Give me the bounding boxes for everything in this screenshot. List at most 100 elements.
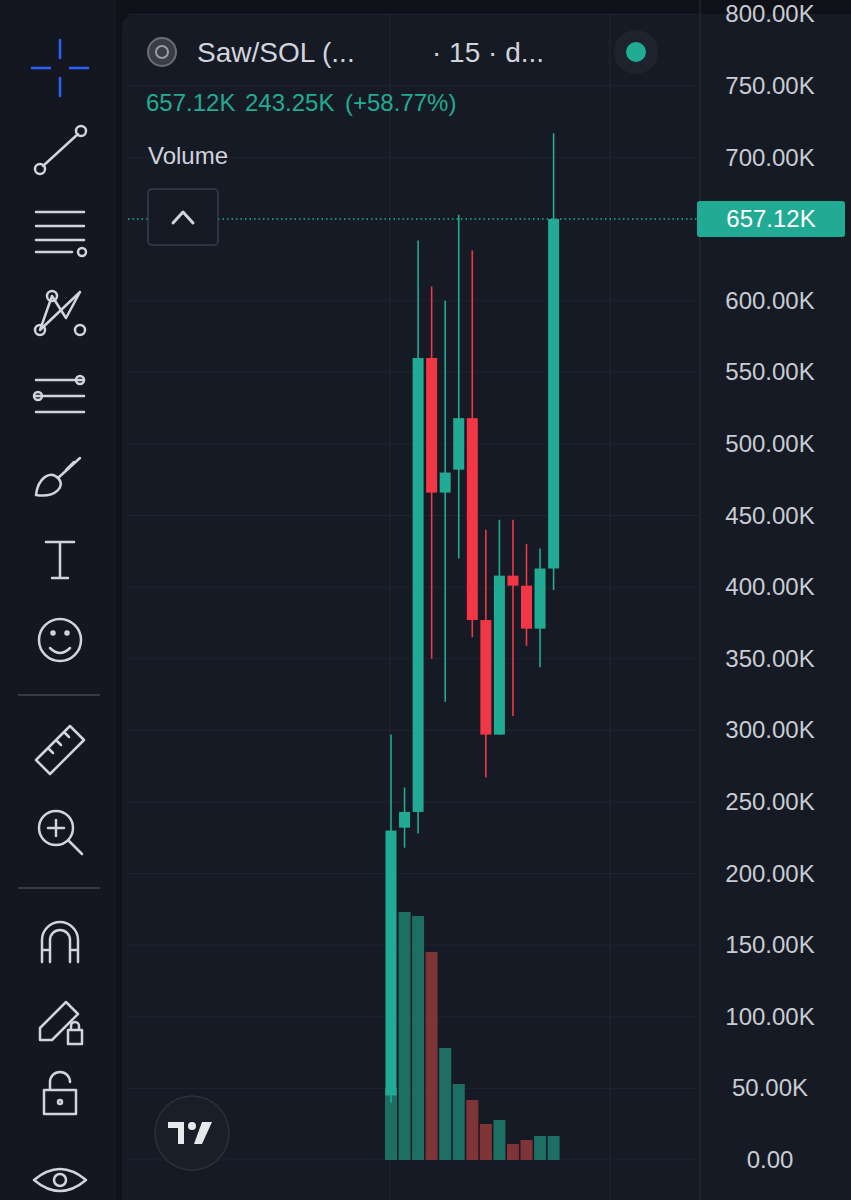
logo-mark bbox=[188, 1122, 196, 1130]
volume-bar bbox=[399, 912, 411, 1160]
collapse-caret bbox=[173, 212, 193, 223]
time-grid-line bbox=[610, 14, 611, 1200]
toolbar-icons bbox=[32, 40, 88, 1191]
candle-wick bbox=[444, 301, 446, 702]
volume-bar bbox=[426, 952, 438, 1160]
prediction-tool[interactable] bbox=[76, 376, 84, 384]
tick-label: 0.00 bbox=[747, 1146, 794, 1173]
brush-tool[interactable] bbox=[36, 458, 80, 495]
last-value: 657.12K bbox=[146, 89, 235, 116]
header: Saw/SOL (... · 15 · d... 657.12K 243.25K (+5… bbox=[146, 30, 658, 245]
fib-tool[interactable] bbox=[78, 248, 86, 256]
emoji-tool[interactable] bbox=[50, 648, 70, 653]
volume-bar bbox=[412, 916, 424, 1160]
change-pct: (+58.77%) bbox=[345, 89, 456, 116]
magnet-tool[interactable] bbox=[42, 922, 78, 962]
volume-bar bbox=[534, 1136, 546, 1160]
lock-tool[interactable] bbox=[44, 1072, 76, 1114]
candle-body bbox=[467, 418, 478, 620]
volume-bar bbox=[453, 1084, 465, 1160]
volume-bar bbox=[521, 1140, 533, 1160]
trend-line-tool[interactable] bbox=[43, 134, 78, 166]
grid-line bbox=[128, 14, 700, 15]
y-axis-line bbox=[700, 0, 701, 1200]
pattern-tool[interactable] bbox=[40, 292, 80, 330]
pattern-tool[interactable] bbox=[35, 325, 45, 335]
candle-body bbox=[494, 576, 505, 735]
candle-body bbox=[535, 568, 546, 628]
candle-wick bbox=[458, 215, 460, 559]
ruler-tool[interactable] bbox=[36, 726, 84, 774]
candle-body bbox=[548, 219, 559, 569]
candle-body bbox=[453, 418, 464, 470]
zoom-tool[interactable] bbox=[48, 820, 82, 854]
tick-label: 200.00K bbox=[725, 860, 814, 887]
candle-body bbox=[480, 620, 491, 735]
volume-bar bbox=[480, 1124, 492, 1160]
fib-tool[interactable] bbox=[36, 212, 84, 252]
status-dot bbox=[626, 42, 646, 62]
logo-mark bbox=[194, 1122, 212, 1144]
volume-bar bbox=[466, 1100, 478, 1160]
trend-line-tool[interactable] bbox=[35, 164, 45, 174]
candle-body bbox=[413, 358, 424, 812]
tick-label: 250.00K bbox=[725, 788, 814, 815]
tick-label: 400.00K bbox=[725, 573, 814, 600]
subtitle: · 15 · d... bbox=[432, 37, 544, 68]
tick-label: 50.00K bbox=[732, 1074, 808, 1101]
volume-bar bbox=[507, 1144, 519, 1160]
tick-label: 450.00K bbox=[725, 502, 814, 529]
symbol-icon bbox=[148, 38, 176, 66]
toolbar-divider bbox=[18, 887, 100, 889]
last-price-badge bbox=[697, 201, 845, 237]
logo-mark bbox=[168, 1122, 184, 1144]
prediction-tool[interactable] bbox=[34, 392, 42, 400]
emoji-tool[interactable] bbox=[66, 632, 69, 635]
pattern-tool[interactable] bbox=[47, 291, 57, 301]
emoji-tool[interactable] bbox=[39, 619, 81, 661]
change-value: 243.25K bbox=[245, 89, 334, 116]
volume-bar bbox=[548, 1136, 560, 1160]
candle-body bbox=[426, 358, 437, 493]
tick-label: 100.00K bbox=[725, 1003, 814, 1030]
title: Saw/SOL (... bbox=[197, 37, 355, 68]
tick-label: 550.00K bbox=[725, 358, 814, 385]
tick-label: 750.00K bbox=[725, 72, 814, 99]
text-tool[interactable] bbox=[46, 542, 74, 578]
logo-circle bbox=[155, 1096, 229, 1170]
symbol-icon-inner bbox=[156, 46, 168, 58]
candle-body bbox=[399, 812, 410, 828]
tick-label: 300.00K bbox=[725, 716, 814, 743]
tick-label: 150.00K bbox=[725, 931, 814, 958]
trend-line-tool[interactable] bbox=[76, 126, 86, 136]
toolbar bbox=[0, 0, 116, 1200]
toolbar-divider bbox=[18, 694, 100, 696]
grid-line bbox=[128, 85, 700, 86]
candle-body bbox=[440, 473, 451, 493]
status-bg bbox=[614, 30, 658, 74]
candle-wick bbox=[512, 520, 514, 716]
volume-bar bbox=[439, 1048, 451, 1160]
lock-drawings-tool[interactable] bbox=[40, 1002, 82, 1044]
collapse-button[interactable] bbox=[148, 189, 218, 245]
candle-body bbox=[521, 586, 532, 629]
hide-tool[interactable] bbox=[54, 1174, 66, 1186]
chart-panel bbox=[122, 14, 851, 1200]
tick-label: 500.00K bbox=[725, 430, 814, 457]
crosshair-tool[interactable] bbox=[32, 40, 88, 96]
hide-tool[interactable] bbox=[34, 1169, 86, 1191]
tick-label: 600.00K bbox=[725, 287, 814, 314]
marks bbox=[385, 133, 560, 1160]
last-price-label: 657.12K bbox=[726, 205, 815, 232]
volume-bar bbox=[493, 1120, 505, 1160]
emoji-tool[interactable] bbox=[52, 632, 55, 635]
y-axis: 0.00 50.00K 100.00K 150.00K 200.00K 250.00K 30… bbox=[128, 0, 815, 1173]
candle-body bbox=[507, 576, 518, 586]
tick-label: 700.00K bbox=[725, 144, 814, 171]
tick-label: 350.00K bbox=[725, 645, 814, 672]
grid-line bbox=[128, 873, 700, 874]
candle-body bbox=[386, 831, 397, 1096]
lock-tool[interactable] bbox=[58, 1100, 62, 1104]
screenshot: 0.00 50.00K 100.00K 150.00K 200.00K 250.00K 30… bbox=[0, 0, 851, 1200]
pattern-tool[interactable] bbox=[75, 325, 85, 335]
